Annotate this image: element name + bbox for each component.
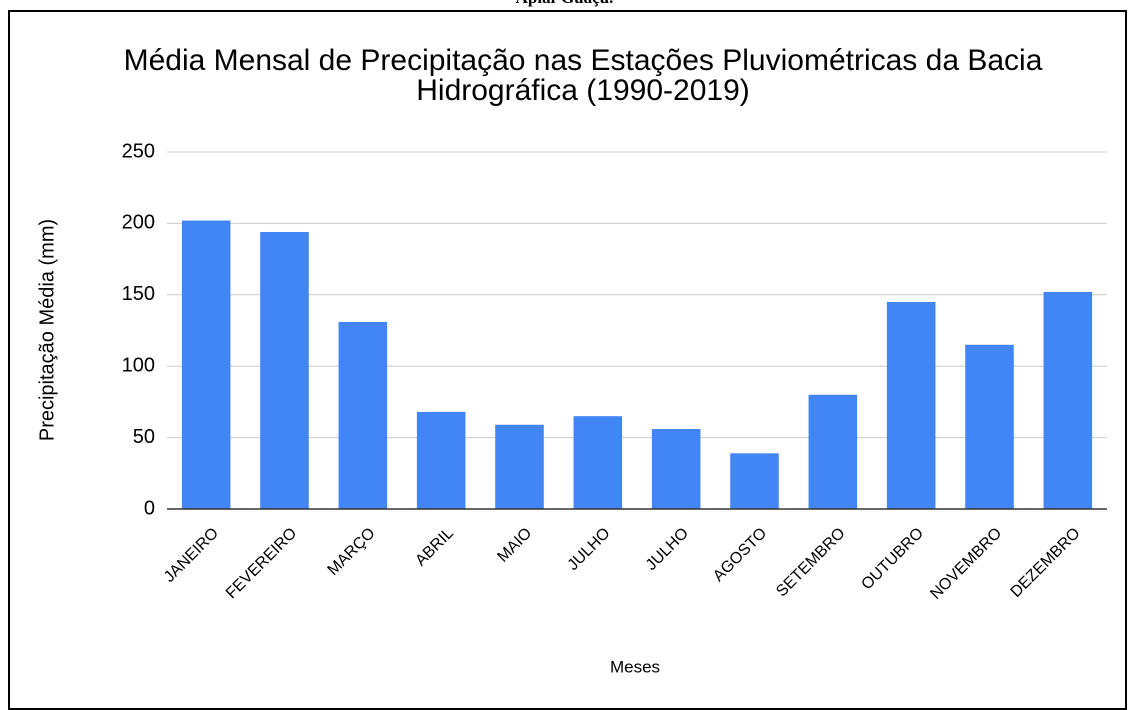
bar <box>338 321 388 509</box>
x-tick-label: OUTUBRO <box>858 525 927 594</box>
bar <box>651 429 701 509</box>
y-axis-label: Precipitação Média (mm) <box>36 219 58 441</box>
x-tick-label: FEVEREIRO <box>223 525 300 602</box>
chart-title: Média Mensal de Precipitação nas Estaçõe… <box>123 44 1043 107</box>
bar <box>416 411 466 509</box>
x-tick-label: JULHO <box>643 525 692 574</box>
caption: Apiaí-Guaçu. <box>0 0 1129 8</box>
bar <box>260 231 309 509</box>
y-tick-label: 50 <box>133 426 155 448</box>
bar <box>1043 291 1093 509</box>
bar <box>730 453 779 509</box>
x-tick-label: MAIO <box>494 525 535 566</box>
x-tick-label: MARÇO <box>325 525 379 579</box>
bar <box>181 220 231 509</box>
x-tick-label: AGOSTO <box>710 525 770 585</box>
x-tick-label: JANEIRO <box>161 525 222 586</box>
bar <box>495 424 544 509</box>
x-axis-label: Meses <box>610 657 660 676</box>
y-tick-label: 0 <box>144 497 155 519</box>
bar <box>808 394 858 509</box>
bar <box>573 416 623 509</box>
y-tick-label: 150 <box>122 283 155 305</box>
bar <box>886 301 936 509</box>
y-tick-label: 100 <box>122 354 155 376</box>
bar <box>965 344 1014 509</box>
y-tick-label: 250 <box>122 140 155 162</box>
x-tick-label: SETEMBRO <box>773 525 849 601</box>
x-tick-label: DEZEMBRO <box>1008 525 1084 601</box>
x-tick-label: JULHO <box>565 525 614 574</box>
y-tick-label: 200 <box>122 212 155 234</box>
x-tick-label: ABRIL <box>412 525 457 570</box>
x-tick-label: NOVEMBRO <box>927 525 1005 603</box>
